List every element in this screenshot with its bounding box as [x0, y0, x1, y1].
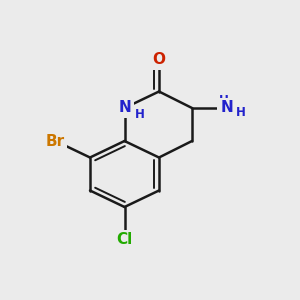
Text: Cl: Cl: [116, 232, 133, 247]
Text: H: H: [219, 94, 228, 107]
Text: O: O: [152, 52, 166, 68]
Text: Br: Br: [46, 134, 65, 148]
Text: H: H: [236, 106, 246, 119]
Text: N: N: [220, 100, 233, 116]
Text: N: N: [118, 100, 131, 116]
Text: H: H: [135, 107, 144, 121]
